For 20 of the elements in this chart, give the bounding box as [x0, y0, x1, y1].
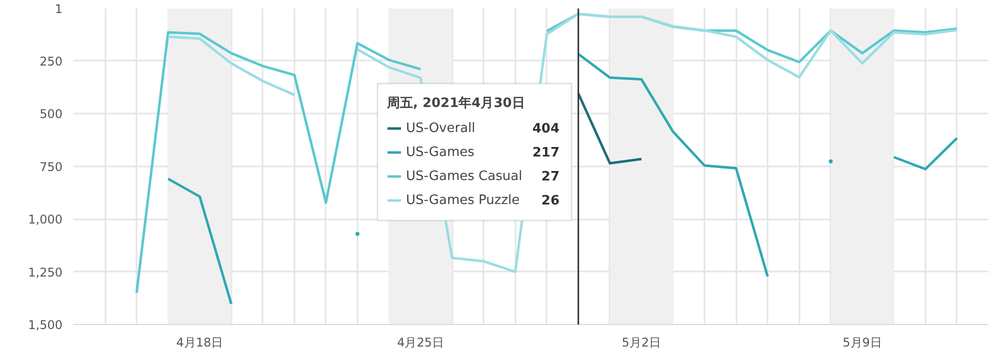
y-tick-label: 1,250	[28, 265, 63, 280]
y-tick-label: 1,000	[28, 212, 63, 227]
annotation: 27	[541, 170, 560, 184]
legend-label: US-Games Puzzle	[406, 192, 520, 208]
x-tick-label: 4月18日	[176, 336, 224, 350]
y-tick-label: 1	[54, 2, 63, 16]
y-tick-label: 250	[40, 54, 62, 68]
y-tick-label: 1,500	[28, 318, 63, 332]
legend-label: US-Games	[406, 144, 474, 160]
x-tick-label: 4月25日	[397, 336, 444, 350]
legend-label: US-Overall	[406, 120, 476, 136]
legend-title: 周五, 2021年4月30日	[387, 95, 526, 112]
y-tick-label: 750	[40, 160, 62, 174]
annotation: 26	[541, 194, 560, 208]
x-tick-label: 5月9日	[842, 336, 882, 350]
y-tick-label: 500	[40, 107, 62, 122]
annotation: 217	[532, 146, 560, 160]
legend-label: US-Games Casual	[406, 168, 522, 184]
x-tick-label: 5月2日	[622, 336, 662, 350]
annotation: 404	[532, 122, 560, 136]
